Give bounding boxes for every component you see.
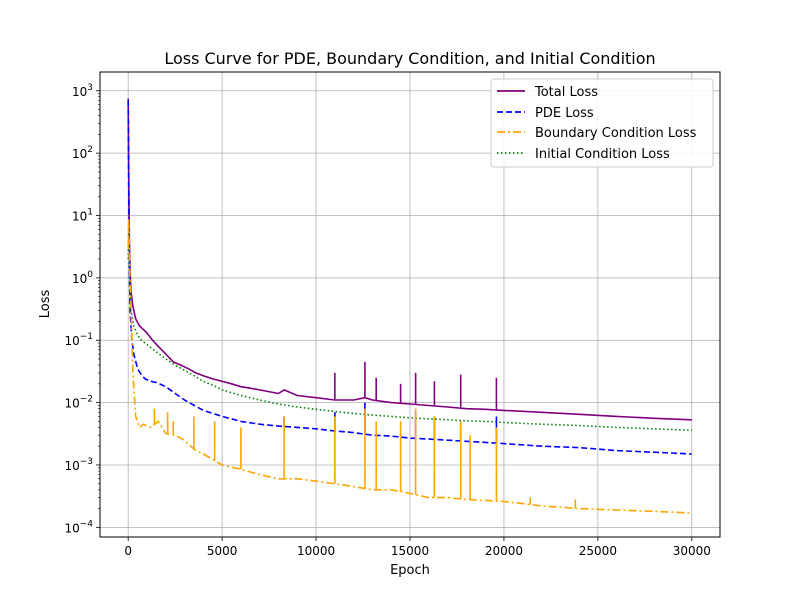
x-tick-label: 15000 (391, 544, 429, 558)
y-tick-label: 10−4 (64, 519, 93, 535)
series-layer (127, 98, 692, 514)
ticks: 0 5000 10000 15000 20000 25000 30000 10−4 10−3 10… (64, 83, 710, 558)
series-line-boundary-condition-loss (127, 217, 692, 514)
x-tick-label: 25000 (579, 544, 617, 558)
y-tick-label: 10−3 (64, 457, 93, 473)
x-tick-label: 30000 (673, 544, 711, 558)
x-tick-label: 20000 (485, 544, 523, 558)
x-tick-label: 0 (124, 544, 132, 558)
y-tick-label: 10−2 (64, 395, 93, 411)
legend-label-pde-loss: PDE Loss (535, 106, 594, 121)
chart-title: Loss Curve for PDE, Boundary Condition, … (164, 49, 655, 68)
y-tick-label: 100 (72, 270, 93, 286)
series-line-pde-loss (127, 100, 692, 455)
legend-label-initial-loss: Initial Condition Loss (535, 147, 670, 162)
legend-label-boundary-loss: Boundary Condition Loss (535, 126, 697, 141)
y-tick-label: 102 (72, 145, 93, 161)
legend-box (490, 78, 714, 168)
legend: Total Loss PDE Loss Boundary Condition L… (490, 78, 714, 168)
x-tick-label: 5000 (207, 544, 238, 558)
x-axis-label: Epoch (390, 563, 430, 578)
x-tick-label: 10000 (297, 544, 335, 558)
y-tick-label: 101 (72, 208, 93, 224)
legend-label-total-loss: Total Loss (534, 85, 598, 100)
y-tick-label: 103 (72, 83, 93, 99)
grid (100, 72, 720, 537)
y-tick-label: 10−1 (64, 332, 93, 348)
y-axis-label: Loss (38, 290, 53, 319)
series-line-total-loss (127, 98, 692, 421)
series-line-initial-condition-loss (127, 233, 692, 432)
